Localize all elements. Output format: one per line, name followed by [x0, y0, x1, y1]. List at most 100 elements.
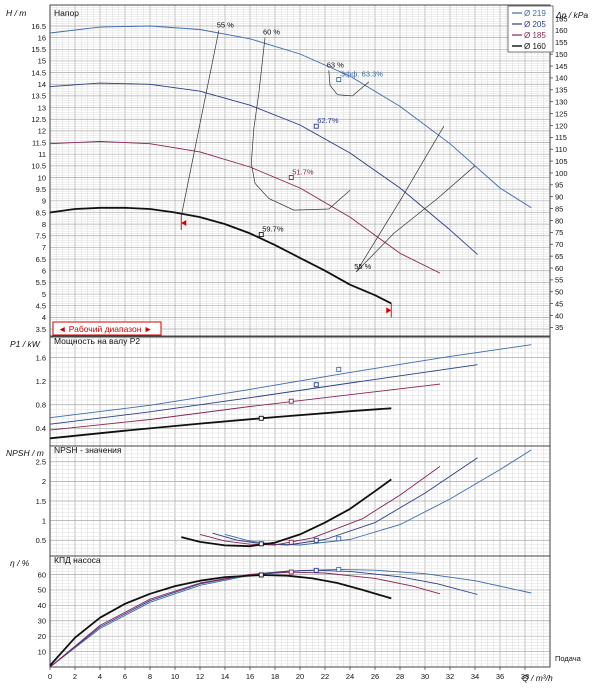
operating-range-label: ◄ Рабочий диапазон ► [58, 324, 152, 334]
operating-range-marker-arrow [386, 307, 392, 314]
npsh-series-line [224, 449, 532, 546]
legend-label-219: Ø 219 [524, 9, 546, 18]
operating-range-marker-arrow [181, 219, 187, 226]
eff-ytick: 40 [38, 601, 46, 610]
eff-title: КПД насоса [54, 555, 101, 565]
head-ytick-right: 35 [555, 323, 563, 332]
head-duty-point [313, 123, 319, 129]
power-series-line [49, 344, 532, 419]
x-tick-label: 10 [171, 672, 179, 681]
head-ytick-right: 145 [555, 62, 568, 71]
power-title: Мощность на валу P2 [54, 336, 140, 346]
label-layer: 3.544.555.566.577.588.599.51010.51111.51… [31, 14, 567, 681]
eff-duty-point [258, 572, 264, 578]
head-series-line [49, 140, 441, 274]
iso-efficiency-line [180, 30, 220, 217]
head-ytick-right: 120 [555, 121, 568, 130]
head-ytick-right: 85 [555, 204, 563, 213]
power-duty-point [313, 382, 319, 388]
head-duty-point [258, 232, 264, 238]
x-tick-label: 38 [521, 672, 529, 681]
head-series-line [49, 82, 478, 255]
head-ytick-right: 60 [555, 264, 563, 273]
x-tick-label: 32 [446, 672, 454, 681]
legend-label-185: Ø 185 [524, 31, 546, 40]
npsh-ytick: 2.5 [36, 458, 46, 467]
head-ytick: 6 [42, 267, 46, 276]
head-ytick: 7 [42, 243, 46, 252]
head-ytick-right: 160 [555, 26, 568, 35]
x-tick-label: 22 [321, 672, 329, 681]
head-ytick-right: 115 [555, 133, 567, 142]
x-tick-label: 2 [73, 672, 77, 681]
npsh-duty-point [258, 541, 264, 547]
power-series-line [49, 407, 392, 440]
head-ytick: 6.5 [36, 255, 46, 264]
head-ytick: 8.5 [36, 208, 46, 217]
x-tick-label: 30 [421, 672, 429, 681]
eff-duty-point [288, 569, 294, 575]
head-duty-point-label: 62.7% [317, 116, 339, 125]
head-ytick-right: 150 [555, 50, 568, 59]
power-series-line [49, 364, 478, 425]
power-duty-point [336, 366, 342, 372]
head-ytick-right: 155 [555, 38, 568, 47]
eff-series-line [49, 574, 392, 667]
x-tick-label: 26 [371, 672, 379, 681]
head-ytick-right: 80 [555, 216, 563, 225]
head-title: Напор [54, 8, 79, 18]
head-ylabel-right: Δp / kPa [555, 10, 588, 20]
iso-efficiency-line [250, 37, 351, 211]
eff-ytick: 50 [38, 586, 46, 595]
head-ytick: 10 [38, 173, 46, 182]
x-tick-label: 8 [148, 672, 152, 681]
head-ytick-right: 55 [555, 276, 563, 285]
npsh-duty-point [336, 536, 342, 542]
iso-efficiency-label: 55 % [354, 262, 371, 271]
head-ytick: 9 [42, 197, 46, 206]
head-duty-point-label: 59.7% [262, 225, 284, 234]
x-tick-label: 18 [271, 672, 279, 681]
head-ytick: 15.5 [31, 45, 46, 54]
npsh-series-line [212, 457, 478, 546]
x-axis-extra-label: Подача [555, 654, 582, 663]
x-tick-label: 24 [346, 672, 354, 681]
head-ytick-right: 65 [555, 252, 563, 261]
head-series-line [49, 206, 392, 305]
head-duty-point [288, 175, 294, 180]
eff-ytick: 60 [38, 570, 46, 579]
head-ytick-right: 45 [555, 299, 563, 308]
head-ytick-right: 90 [555, 193, 563, 202]
iso-efficiency-label: 60 % [263, 28, 280, 37]
power-ytick: 1.2 [36, 377, 46, 386]
npsh-ytick: 1 [42, 516, 46, 525]
operating-range-box [52, 321, 162, 336]
head-ytick-right: 105 [555, 157, 568, 166]
head-ytick-right: 50 [555, 288, 563, 297]
head-ytick: 8 [42, 220, 46, 229]
head-series-line [49, 25, 532, 209]
power-duty-point [258, 415, 264, 421]
head-ytick: 15 [38, 57, 46, 66]
head-ytick: 5 [42, 290, 46, 299]
legend: Ø 219 Ø 205 Ø 185 Ø 160 [507, 5, 554, 53]
head-ylabel: H / m [6, 8, 26, 18]
head-ytick: 16.5 [31, 22, 46, 31]
x-tick-label: 34 [471, 672, 479, 681]
head-ytick-right: 125 [555, 109, 568, 118]
head-ytick-right: 130 [555, 97, 568, 106]
iso-efficiency-line [356, 165, 476, 273]
eff-series-line [49, 569, 478, 668]
x-tick-label: 6 [123, 672, 127, 681]
x-tick-label: 28 [396, 672, 404, 681]
head-ytick-right: 100 [555, 169, 568, 178]
head-ytick: 5.5 [36, 278, 46, 287]
head-ytick: 14 [38, 80, 46, 89]
eff-duty-point [313, 567, 319, 573]
marker-layer [180, 77, 392, 578]
iso-efficiency-line [328, 70, 370, 97]
x-tick-label: 12 [196, 672, 204, 681]
legend-label-160: Ø 160 [524, 42, 546, 51]
power-series-line [49, 383, 441, 431]
